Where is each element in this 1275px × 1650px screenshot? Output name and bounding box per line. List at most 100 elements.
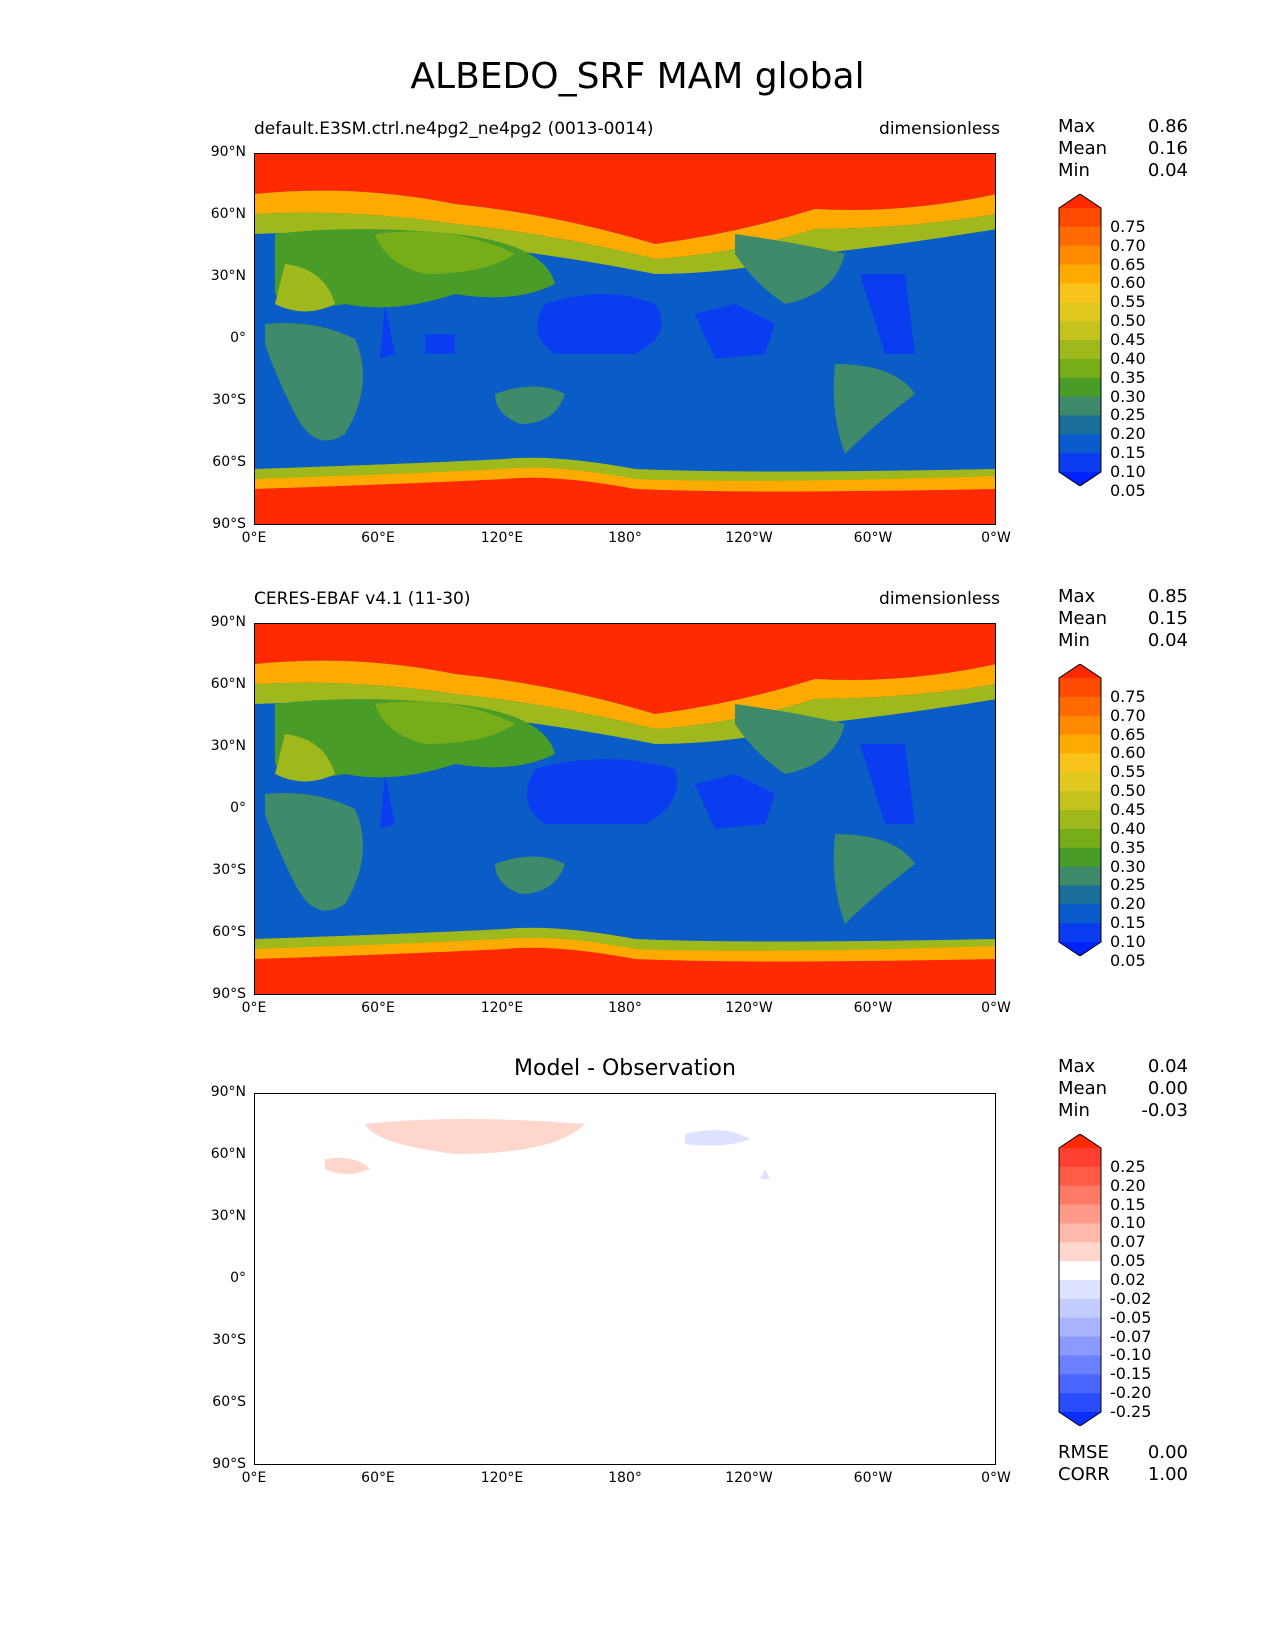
- colorbar-swatch: [1059, 396, 1101, 417]
- panel-units: dimensionless: [879, 589, 1000, 609]
- lon-tick-label: 60°W: [853, 1470, 893, 1486]
- stat-value: 0.00: [1147, 1078, 1188, 1099]
- figure-title: ALBEDO_SRF MAM global: [410, 56, 865, 97]
- lon-tick-label: 180°: [608, 1000, 642, 1016]
- colorbar-swatch: [1059, 753, 1101, 773]
- stat-label: Min: [1058, 1100, 1090, 1121]
- colorbar-swatch: [1059, 415, 1101, 435]
- colorbar-outline: [1058, 194, 1102, 486]
- colorbar-outline: [1058, 664, 1102, 956]
- lat-tick-label: 60°S: [212, 924, 246, 940]
- colorbar-label: 0.15: [1110, 443, 1146, 463]
- lon-tick-label: 60°W: [853, 1000, 893, 1016]
- stat-label: Max: [1058, 116, 1096, 137]
- stat-value: 0.16: [1147, 138, 1188, 159]
- lat-tick-label: 90°S: [212, 1456, 246, 1472]
- stat-value: 0.86: [1147, 116, 1188, 137]
- panel-difference: Model - Observation 90°N 60°N 30°N 0° 30…: [0, 1056, 1275, 1526]
- colorbar-label: 0.65: [1110, 724, 1146, 744]
- lat-tick-label: 90°S: [212, 516, 246, 532]
- colorbar-swatch: [1059, 1148, 1101, 1168]
- colorbar-label: 0.15: [1110, 1194, 1146, 1214]
- lat-tick-label: 0°: [230, 800, 246, 816]
- lon-tick-label: 0°E: [241, 530, 267, 546]
- lat-tick-label: 30°N: [210, 1208, 246, 1224]
- lon-tick-label: 180°: [608, 1470, 642, 1486]
- panel-center-title: Model - Observation: [514, 1056, 736, 1081]
- lat-tick-label: 0°: [230, 1270, 246, 1286]
- colorbar-swatch: [1059, 321, 1101, 341]
- colorbar-label: 0.10: [1110, 462, 1146, 481]
- stats-block: Max 0.86 Mean 0.16 Min 0.04: [1058, 116, 1188, 182]
- colorbar: 0.25 0.20 0.15 0.10 0.07 0.05 0.02 -0.02 -0.05 -0…: [1058, 1134, 1218, 1426]
- panel-model: default.E3SM.ctrl.ne4pg2_ne4pg2 (0013-00…: [0, 116, 1275, 586]
- panel-units: dimensionless: [879, 119, 1000, 139]
- lat-tick-label: 90°N: [210, 1084, 246, 1100]
- colorbar-label: 0.07: [1110, 1232, 1146, 1252]
- colorbar-swatch: [1059, 885, 1101, 905]
- colorbar-swatch: [1059, 1280, 1101, 1300]
- lon-tick-label: 0°E: [241, 1000, 267, 1016]
- colorbar-swatch: [1059, 208, 1101, 228]
- colorbar: 0.75 0.70 0.65 0.60 0.55 0.50 0.45 0.40 0.35 0.30…: [1058, 664, 1218, 968]
- footer-stats: RMSE 0.00 CORR 1.00: [1058, 1442, 1188, 1486]
- lon-tick-label: 120°W: [725, 530, 773, 546]
- stat-value: 0.15: [1147, 608, 1188, 629]
- stat-label: Mean: [1058, 138, 1108, 159]
- colorbar-swatch: [1059, 1185, 1101, 1206]
- colorbar-label: -0.15: [1110, 1364, 1152, 1384]
- colorbar-label: 0.25: [1110, 405, 1146, 425]
- colorbar-label: 0.05: [1110, 480, 1146, 500]
- lon-tick-label: 60°W: [853, 530, 893, 546]
- lat-tick-label: 60°S: [212, 454, 246, 470]
- colorbar-label: -0.20: [1110, 1383, 1152, 1403]
- colorbar-label: 0.55: [1110, 762, 1146, 782]
- colorbar-label: 0.20: [1110, 894, 1146, 914]
- colorbar-label: 0.30: [1110, 386, 1146, 406]
- colorbar-label: 0.70: [1110, 235, 1146, 255]
- lat-tick-label: 30°S: [212, 392, 246, 408]
- colorbar-label: -0.05: [1110, 1307, 1152, 1327]
- lon-tick-label: 120°E: [480, 530, 524, 546]
- colorbar-label: -0.25: [1110, 1402, 1152, 1421]
- colorbar-label: 0.10: [1110, 932, 1146, 951]
- colorbar-swatch: [1059, 828, 1101, 849]
- lon-tick-label: 0°W: [981, 530, 1011, 546]
- colorbar-swatch: [1059, 1355, 1101, 1375]
- lat-tick-label: 90°S: [212, 986, 246, 1002]
- lon-tick-label: 120°E: [480, 1000, 524, 1016]
- colorbar-swatch: [1059, 904, 1101, 924]
- colorbar-swatch: [1059, 1317, 1101, 1338]
- colorbar-swatch: [1059, 866, 1101, 887]
- colorbar-label: 0.50: [1110, 311, 1146, 331]
- colorbar-label: -0.02: [1110, 1288, 1152, 1308]
- lon-tick-label: 120°W: [725, 1470, 773, 1486]
- colorbar-label: 0.70: [1110, 705, 1146, 725]
- colorbar-label: 0.10: [1110, 1213, 1146, 1233]
- colorbar-swatch: [1059, 715, 1101, 736]
- colorbar-swatch: [1059, 1204, 1101, 1225]
- colorbar-label: 0.30: [1110, 856, 1146, 876]
- stat-label: Max: [1058, 586, 1096, 607]
- stat-value: 0.04: [1147, 630, 1188, 651]
- colorbar-label: 0.75: [1110, 216, 1146, 236]
- lon-tick-label: 0°W: [981, 1000, 1011, 1016]
- colorbar: 0.75 0.70 0.65 0.60 0.55 0.50 0.45 0.40 0.35 0.30…: [1058, 194, 1218, 498]
- colorbar-label: 0.55: [1110, 292, 1146, 312]
- colorbar-label: 0.20: [1110, 424, 1146, 444]
- lon-tick-label: 0°E: [241, 1470, 267, 1486]
- stat-label: Max: [1058, 1056, 1096, 1077]
- colorbar-swatch: [1059, 923, 1101, 943]
- colorbar-label: -0.10: [1110, 1345, 1152, 1365]
- colorbar-label: 0.35: [1110, 367, 1146, 387]
- colorbar-swatch: [1059, 1261, 1101, 1281]
- lat-tick-label: 60°S: [212, 1394, 246, 1410]
- lat-tick-label: 30°N: [210, 268, 246, 284]
- colorbar-swatch: [1059, 302, 1101, 322]
- colorbar-swatch: [1059, 791, 1101, 811]
- colorbar-label: 0.50: [1110, 781, 1146, 801]
- colorbar-label: 0.35: [1110, 837, 1146, 857]
- stat-label: CORR: [1058, 1464, 1110, 1485]
- lat-tick-label: 60°N: [210, 676, 246, 692]
- colorbar-swatch: [1059, 678, 1101, 698]
